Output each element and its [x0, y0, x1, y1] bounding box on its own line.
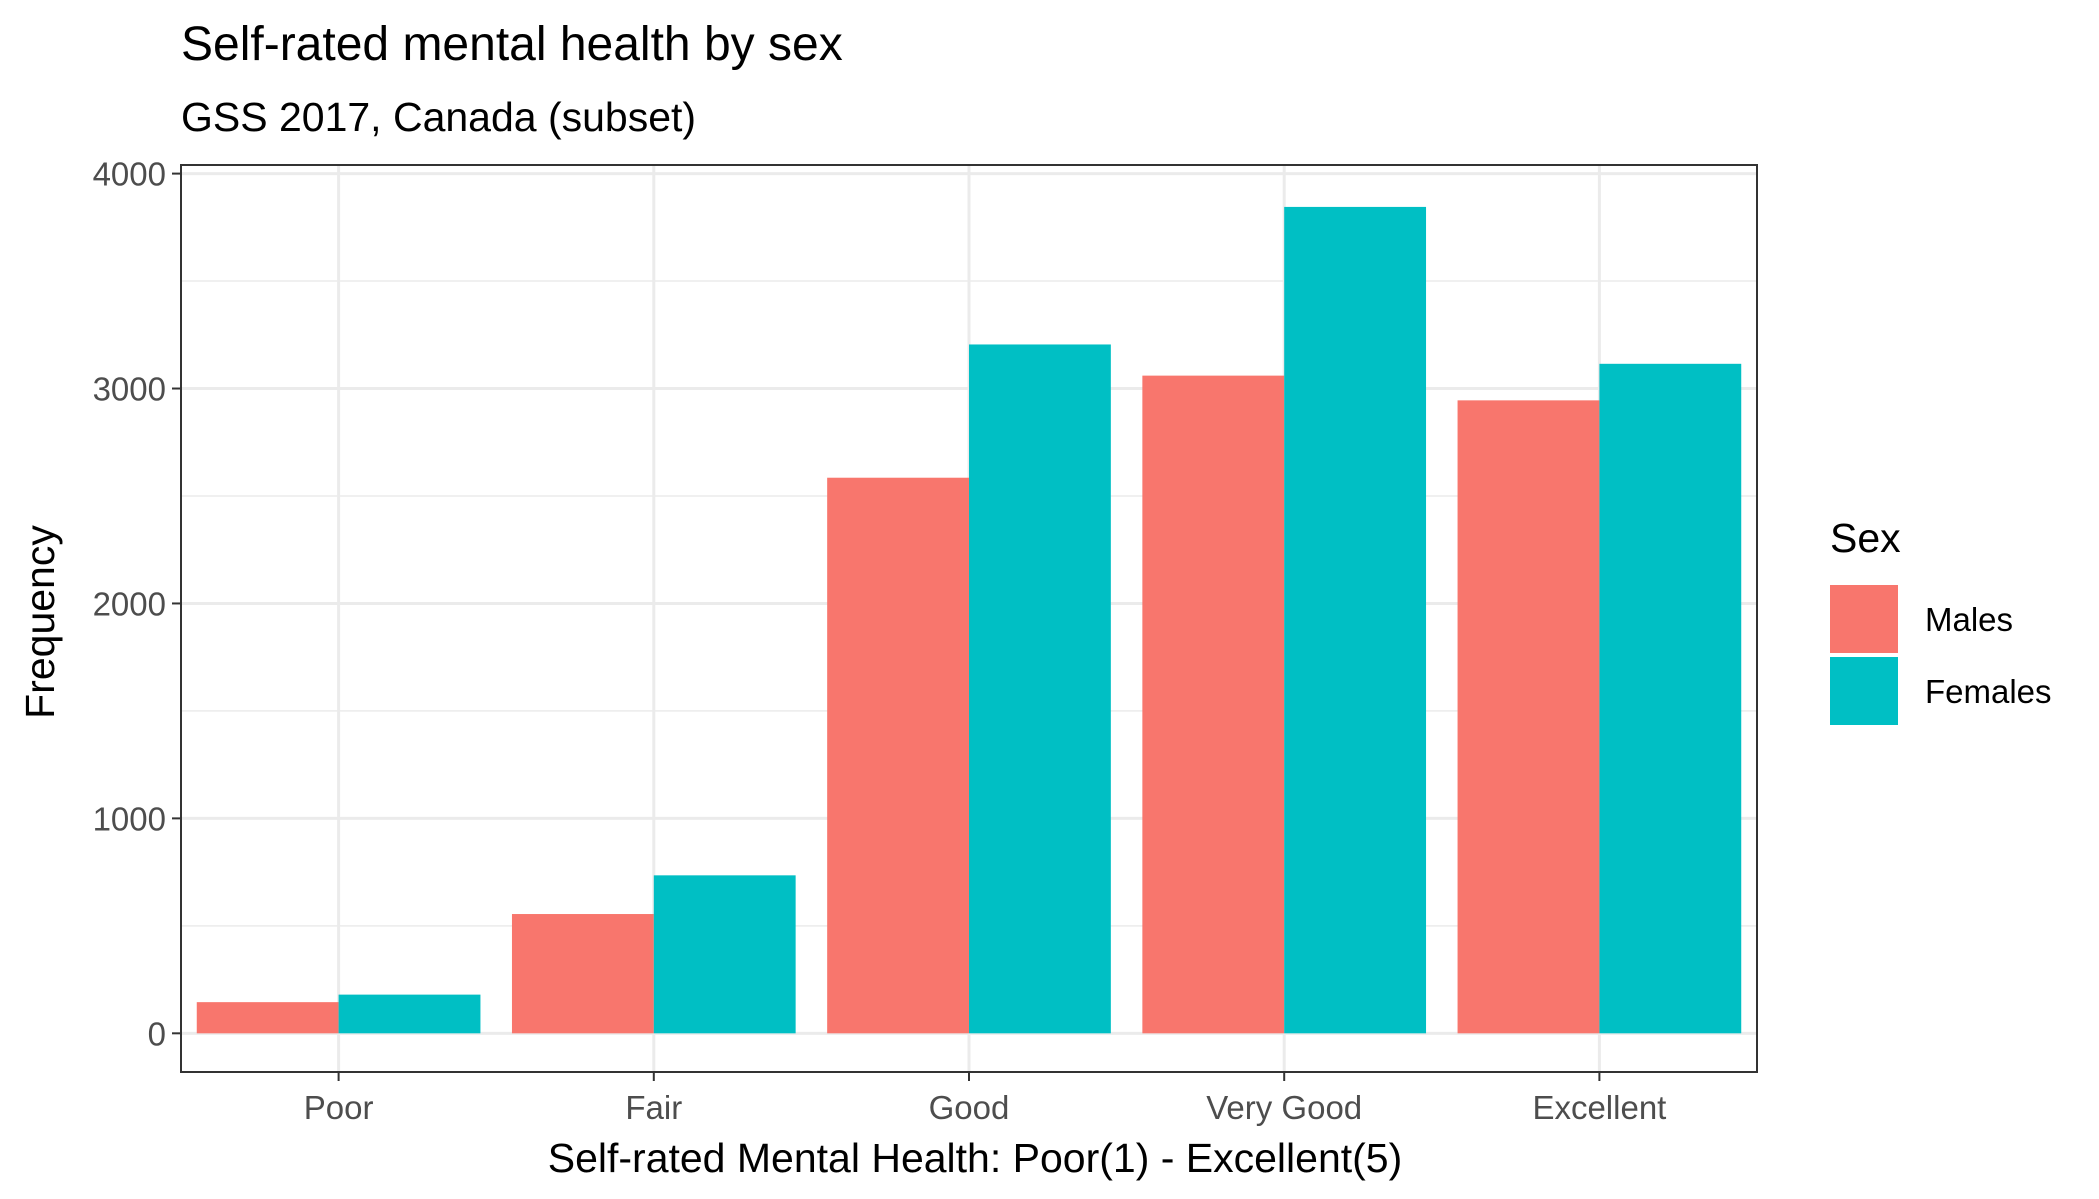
- y-tick-label: 4000: [93, 156, 166, 193]
- bar-females-poor: [338, 994, 481, 1034]
- legend-key-females: [1830, 657, 1898, 725]
- bar-females-excellent: [1599, 363, 1742, 1034]
- bar-males-fair: [511, 914, 654, 1034]
- bar-males-excellent: [1457, 400, 1600, 1034]
- x-axis: Poor Fair Good Very Good Excellent: [304, 1072, 1666, 1126]
- x-tick-label: Very Good: [1206, 1089, 1362, 1126]
- bars: [196, 206, 1742, 1034]
- legend-title: Sex: [1830, 515, 1901, 561]
- bar-males-poor: [196, 1002, 339, 1034]
- y-tick-label: 1000: [93, 800, 166, 837]
- y-axis: 0 1000 2000 3000 4000: [93, 156, 181, 1052]
- chart-subtitle: GSS 2017, Canada (subset): [181, 94, 696, 140]
- x-tick-label: Excellent: [1532, 1089, 1666, 1126]
- x-tick-label: Poor: [304, 1089, 374, 1126]
- x-axis-title: Self-rated Mental Health: Poor(1) - Exce…: [548, 1135, 1403, 1181]
- legend-label-females: Females: [1925, 673, 2052, 710]
- bar-females-good: [969, 344, 1111, 1034]
- legend-label-males: Males: [1925, 601, 2013, 638]
- legend-items: Males Females: [1830, 585, 2052, 725]
- y-axis-title: Frequency: [17, 525, 63, 719]
- bar-males-very-good: [1142, 375, 1285, 1034]
- y-tick-label: 3000: [93, 371, 166, 408]
- bar-males-good: [827, 477, 969, 1034]
- legend-key-males: [1830, 585, 1898, 653]
- x-tick-label: Good: [929, 1089, 1010, 1126]
- x-tick-label: Fair: [625, 1089, 682, 1126]
- plot-panel: [180, 164, 1758, 1073]
- y-tick-label: 0: [148, 1015, 166, 1052]
- legend: Sex Males Females: [1830, 515, 2052, 725]
- y-tick-label: 2000: [93, 585, 166, 622]
- bar-females-fair: [653, 875, 796, 1034]
- chart-title: Self-rated mental health by sex: [181, 18, 843, 71]
- bar-females-very-good: [1284, 206, 1427, 1034]
